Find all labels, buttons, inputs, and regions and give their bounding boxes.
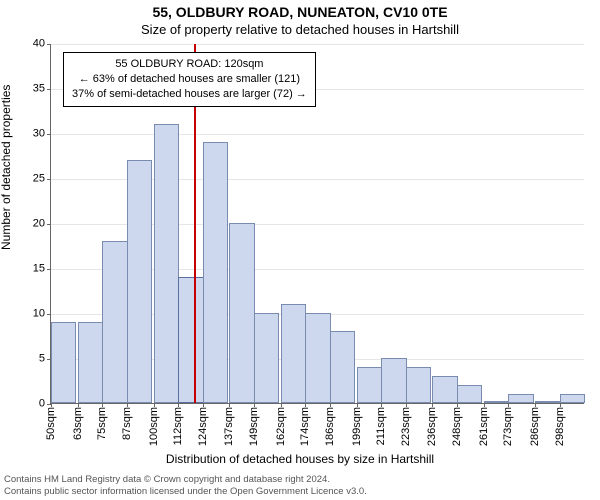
x-tick-label: 199sqm — [351, 403, 363, 446]
x-tick-label: 273sqm — [502, 403, 514, 446]
footer-attribution: Contains HM Land Registry data © Crown c… — [4, 474, 596, 498]
y-tick-mark — [47, 44, 51, 45]
x-tick-label: 162sqm — [275, 403, 287, 446]
histogram-bar — [51, 322, 76, 403]
y-tick-mark — [47, 89, 51, 90]
chart-title-main: 55, OLDBURY ROAD, NUNEATON, CV10 0TE — [0, 4, 600, 20]
histogram-bar — [281, 304, 306, 403]
x-tick-label: 137sqm — [223, 403, 235, 446]
x-tick-label: 75sqm — [96, 403, 108, 440]
histogram-bar — [560, 394, 585, 403]
x-tick-label: 223sqm — [400, 403, 412, 446]
histogram-bar — [357, 367, 382, 403]
histogram-bar — [254, 313, 279, 403]
chart-container: 55, OLDBURY ROAD, NUNEATON, CV10 0TE Siz… — [0, 0, 600, 500]
histogram-bar — [229, 223, 254, 403]
histogram-bar — [78, 322, 103, 403]
histogram-bar — [305, 313, 330, 403]
x-tick-label: 112sqm — [172, 403, 184, 445]
x-tick-label: 63sqm — [72, 403, 84, 440]
histogram-bar — [330, 331, 355, 403]
footer-line2: Contains public sector information licen… — [4, 486, 596, 498]
x-tick-label: 124sqm — [197, 403, 209, 446]
x-tick-label: 261sqm — [478, 403, 490, 446]
x-tick-label: 236sqm — [426, 403, 438, 446]
x-tick-label: 87sqm — [121, 403, 133, 440]
histogram-bar — [102, 241, 127, 403]
x-tick-label: 149sqm — [248, 403, 260, 446]
x-tick-label: 248sqm — [451, 403, 463, 446]
histogram-bar — [154, 124, 179, 403]
x-tick-label: 100sqm — [148, 403, 160, 446]
histogram-bar — [178, 277, 203, 403]
x-axis-label: Distribution of detached houses by size … — [0, 452, 600, 466]
x-tick-label: 211sqm — [375, 403, 387, 445]
histogram-bar — [457, 385, 482, 403]
histogram-bar — [127, 160, 152, 403]
histogram-bar — [508, 394, 533, 403]
histogram-bar — [432, 376, 457, 403]
footer-line1: Contains HM Land Registry data © Crown c… — [4, 474, 596, 486]
y-tick-mark — [47, 224, 51, 225]
info-box: 55 OLDBURY ROAD: 120sqm ← 63% of detache… — [63, 52, 316, 107]
x-tick-label: 286sqm — [529, 403, 541, 446]
histogram-bar — [406, 367, 431, 403]
x-tick-label: 186sqm — [324, 403, 336, 446]
gridline — [51, 134, 584, 135]
y-tick-mark — [47, 179, 51, 180]
chart-title-sub: Size of property relative to detached ho… — [0, 22, 600, 37]
info-box-line3: 37% of semi-detached houses are larger (… — [72, 87, 307, 102]
histogram-bar — [203, 142, 228, 403]
x-tick-label: 174sqm — [299, 403, 311, 446]
info-box-line1: 55 OLDBURY ROAD: 120sqm — [72, 57, 307, 72]
x-tick-label: 298sqm — [554, 403, 566, 446]
y-tick-mark — [47, 134, 51, 135]
y-tick-mark — [47, 269, 51, 270]
y-tick-mark — [47, 314, 51, 315]
histogram-bar — [381, 358, 406, 403]
x-tick-label: 50sqm — [45, 403, 57, 440]
plot-area: 051015202530354050sqm63sqm75sqm87sqm100s… — [50, 44, 584, 404]
info-box-line2: ← 63% of detached houses are smaller (12… — [72, 72, 307, 87]
y-axis-label: Number of detached properties — [0, 85, 13, 250]
gridline — [51, 44, 584, 45]
